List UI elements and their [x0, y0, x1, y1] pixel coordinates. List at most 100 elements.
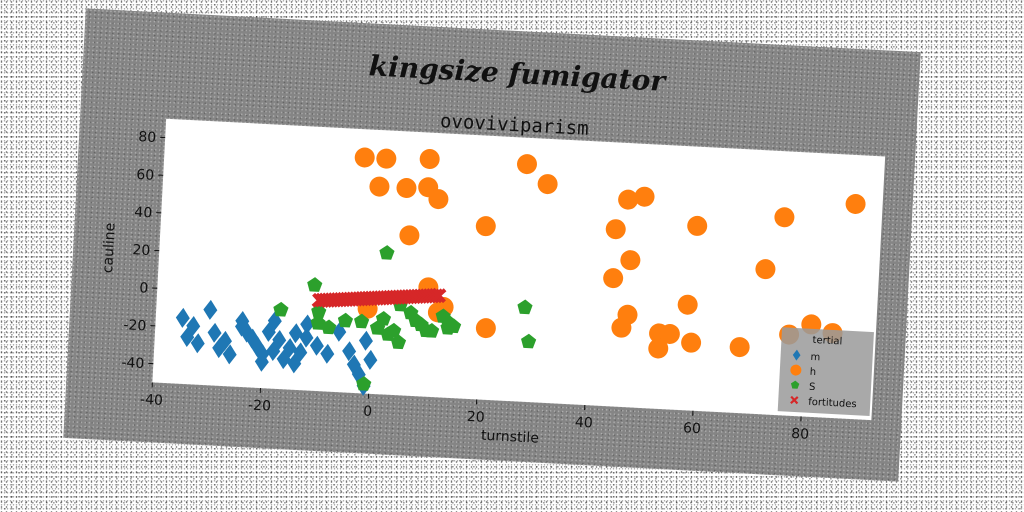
data-point	[396, 178, 417, 199]
y-tick-label: 80	[138, 129, 157, 146]
data-point	[235, 316, 249, 337]
x-tick-label: 40	[575, 415, 594, 432]
data-point	[369, 176, 390, 197]
data-point	[190, 333, 205, 354]
plot-area	[152, 118, 886, 421]
data-point	[293, 342, 308, 363]
data-point	[634, 186, 655, 207]
data-point	[207, 322, 222, 343]
data-point	[180, 327, 195, 348]
data-point	[299, 327, 314, 348]
data-point	[273, 301, 289, 317]
legend-item: m	[792, 349, 821, 363]
data-marks	[175, 147, 866, 396]
legend-label: m	[810, 352, 820, 363]
data-point	[222, 344, 237, 365]
data-point	[309, 335, 324, 356]
data-point	[618, 189, 639, 210]
data-point	[354, 147, 375, 168]
data-point	[203, 299, 218, 320]
data-point	[475, 318, 496, 339]
data-point	[376, 148, 397, 169]
data-point	[428, 189, 449, 210]
y-tick-label: 40	[134, 205, 153, 222]
data-point	[288, 323, 303, 344]
x-tick-label: 20	[466, 409, 485, 426]
data-point	[175, 307, 190, 328]
x-tick-label: 60	[683, 420, 702, 437]
data-point	[431, 287, 447, 304]
data-point	[475, 216, 496, 237]
legend-marker	[792, 349, 801, 361]
chart-figure: kingsize fumigator ovoviviparism -40 -20 0…	[63, 8, 921, 482]
data-point	[516, 154, 537, 175]
x-tick-label: 80	[791, 426, 810, 443]
data-point	[845, 194, 866, 215]
data-point	[687, 215, 708, 236]
data-point	[321, 319, 337, 335]
data-point	[659, 324, 680, 345]
y-tick-label: -20	[123, 317, 147, 334]
y-tick-label: 20	[132, 242, 151, 259]
data-point	[320, 343, 335, 364]
data-point	[755, 259, 776, 280]
data-point	[424, 322, 440, 338]
data-point	[603, 268, 624, 289]
data-point	[337, 312, 354, 328]
data-point	[351, 364, 366, 385]
legend-item: fortitudes	[790, 395, 857, 411]
scatter-chart: kingsize fumigator ovoviviparism -40 -20 0…	[100, 49, 886, 447]
data-point	[282, 338, 297, 359]
legend-label: h	[809, 367, 816, 378]
series-s	[273, 245, 537, 391]
data-point	[399, 225, 420, 246]
legend-item: S	[790, 380, 816, 393]
data-point	[254, 351, 269, 372]
data-point	[240, 322, 255, 343]
data-point	[445, 318, 462, 334]
legend-label: fortitudes	[808, 397, 857, 411]
x-tick-label: -20	[248, 397, 272, 414]
data-point	[307, 277, 323, 292]
data-point	[358, 330, 373, 351]
x-tick-label: -40	[140, 392, 164, 409]
y-axis-ticks: -40 -20 0 20 40 60 80	[121, 129, 166, 372]
data-point	[363, 349, 378, 370]
legend-title: tertial	[812, 335, 842, 348]
data-point	[620, 250, 641, 271]
data-point	[342, 341, 357, 362]
legend-marker	[790, 364, 802, 376]
data-point	[648, 338, 669, 359]
data-point	[677, 294, 698, 315]
series-fortitudes	[311, 287, 447, 309]
data-point	[218, 330, 232, 351]
x-tick-label: 0	[363, 403, 373, 419]
legend-box	[777, 327, 874, 416]
data-point	[354, 313, 370, 329]
legend-marker	[790, 395, 799, 405]
x-axis-ticks: -40 -20 0 20 40 60 80	[140, 382, 810, 443]
y-tick-label: 0	[139, 280, 149, 296]
data-point	[375, 311, 392, 326]
data-point	[311, 303, 327, 319]
y-axis-label: cauline	[100, 222, 119, 273]
y-tick-label: -40	[121, 355, 145, 372]
legend-item: h	[790, 364, 816, 378]
data-point	[386, 322, 402, 338]
data-point	[272, 329, 287, 350]
data-point	[390, 334, 407, 350]
data-point	[605, 219, 626, 240]
data-point	[521, 333, 537, 349]
data-point	[250, 336, 265, 357]
data-point	[300, 314, 315, 335]
chart-suptitle: kingsize fumigator	[368, 49, 668, 98]
legend-label: S	[809, 382, 816, 393]
data-point	[346, 354, 361, 375]
data-point	[729, 337, 750, 358]
legend-marker	[790, 380, 800, 389]
data-point	[356, 376, 372, 391]
data-point	[517, 299, 533, 315]
data-point	[379, 245, 395, 260]
